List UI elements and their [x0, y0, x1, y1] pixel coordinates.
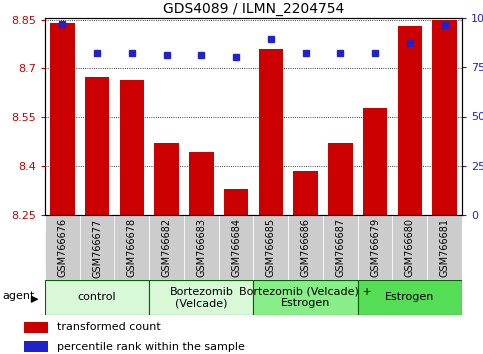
Text: transformed count: transformed count: [57, 322, 161, 332]
Text: control: control: [78, 292, 116, 303]
Bar: [254, 280, 358, 315]
Text: GSM766680: GSM766680: [405, 218, 415, 277]
Bar: [120, 80, 144, 215]
Bar: [184, 215, 219, 280]
Text: GSM766683: GSM766683: [197, 218, 206, 277]
Bar: [398, 26, 422, 215]
Text: percentile rank within the sample: percentile rank within the sample: [57, 342, 245, 352]
Text: agent: agent: [2, 291, 35, 301]
Text: Bortezomib
(Velcade): Bortezomib (Velcade): [170, 287, 233, 308]
Bar: [24, 322, 47, 332]
Text: Bortezomib (Velcade) +
Estrogen: Bortezomib (Velcade) + Estrogen: [239, 287, 372, 308]
Bar: [288, 215, 323, 280]
Bar: [50, 23, 74, 215]
Bar: [432, 19, 457, 215]
Bar: [80, 215, 114, 280]
Bar: [427, 215, 462, 280]
Text: GSM766682: GSM766682: [162, 218, 171, 278]
Text: GSM766678: GSM766678: [127, 218, 137, 278]
Bar: [393, 215, 427, 280]
Bar: [114, 215, 149, 280]
Bar: [358, 280, 462, 315]
Text: GSM766679: GSM766679: [370, 218, 380, 278]
Text: GSM766687: GSM766687: [335, 218, 345, 278]
Text: GSM766676: GSM766676: [57, 218, 67, 278]
Text: Estrogen: Estrogen: [385, 292, 435, 303]
Bar: [219, 215, 254, 280]
Bar: [294, 171, 318, 215]
Bar: [358, 215, 393, 280]
Text: GSM766686: GSM766686: [300, 218, 311, 277]
Text: GSM766684: GSM766684: [231, 218, 241, 277]
Bar: [45, 280, 149, 315]
Bar: [224, 189, 248, 215]
Bar: [155, 143, 179, 215]
Text: GSM766685: GSM766685: [266, 218, 276, 278]
Bar: [189, 152, 213, 215]
Bar: [323, 215, 358, 280]
Bar: [149, 280, 254, 315]
Bar: [259, 49, 283, 215]
Bar: [45, 215, 80, 280]
Bar: [24, 341, 47, 352]
Text: GSM766677: GSM766677: [92, 218, 102, 278]
Bar: [149, 215, 184, 280]
Bar: [363, 108, 387, 215]
Title: GDS4089 / ILMN_2204754: GDS4089 / ILMN_2204754: [163, 1, 344, 16]
Bar: [254, 215, 288, 280]
Bar: [328, 143, 353, 215]
Bar: [85, 76, 109, 215]
Text: GSM766681: GSM766681: [440, 218, 450, 277]
